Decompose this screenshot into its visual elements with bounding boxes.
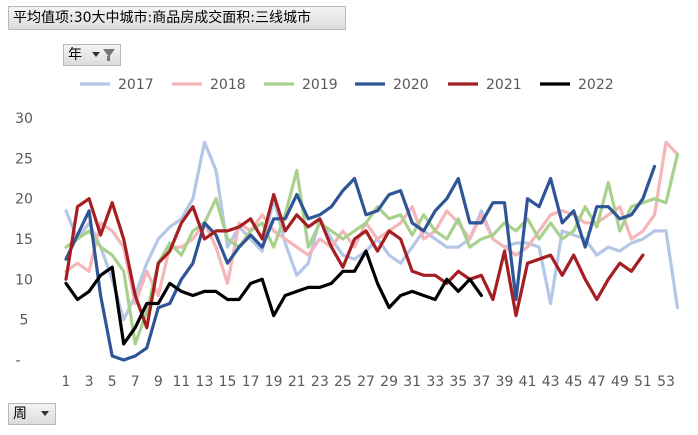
x-tick-label: 33 [426,374,444,390]
filter-funnel-stem [107,56,110,61]
filter-funnel-icon [103,49,115,57]
x-tick-label: 9 [154,374,163,390]
x-tick-label: 39 [496,374,514,390]
x-tick-label: 17 [242,374,260,390]
x-tick-label: 27 [357,374,375,390]
series-line-2017 [64,140,680,322]
x-tick-label: 13 [196,374,214,390]
legend-label: 2017 [118,77,154,93]
year-field-label: 年 [68,47,82,63]
x-tick-label: 3 [85,374,94,390]
x-tick-label: 15 [219,374,237,390]
x-tick-label: 23 [311,374,329,390]
y-tick-label: 5 [20,313,29,329]
x-tick-label: 37 [472,374,490,390]
series-line-2019 [64,152,680,346]
week-field-label: 周 [13,406,27,422]
dropdown-arrow-icon [41,411,49,416]
y-tick-label: 25 [15,151,33,167]
series-line-2021 [64,193,645,330]
x-tick-label: 49 [611,374,629,390]
legend-label: 2022 [578,77,614,93]
chart-title: 平均值项:30大中城市:商品房成交面积:三线城市 [8,6,346,30]
x-tick-label: 7 [131,374,140,390]
dropdown-arrow-icon [92,52,100,57]
x-tick-label: 21 [288,374,306,390]
x-tick-label: 43 [542,374,560,390]
week-field-filter-button[interactable]: 周 [8,403,56,425]
y-tick-label: 10 [15,272,33,288]
x-tick-label: 11 [172,374,190,390]
x-tick-label: 45 [565,374,583,390]
x-tick-label: 41 [519,374,537,390]
series-line-2022 [64,249,483,346]
x-tick-label: 19 [265,374,283,390]
x-tick-label: 51 [634,374,652,390]
x-tick-label: 1 [62,374,71,390]
x-tick-label: 35 [449,374,467,390]
x-tick-label: 5 [108,374,117,390]
x-tick-label: 53 [657,374,675,390]
x-tick-label: 29 [380,374,398,390]
x-tick-label: 47 [588,374,606,390]
y-tick-label: 20 [15,192,33,208]
y-tick-label: - [15,353,20,369]
y-tick-label: 15 [15,232,33,248]
legend-label: 2018 [210,77,246,93]
legend-label: 2021 [486,77,522,93]
x-tick-label: 31 [403,374,421,390]
x-tick-label: 25 [334,374,352,390]
series-line-2020 [64,164,657,362]
legend-label: 2020 [393,77,429,93]
year-field-filter-button[interactable]: 年 [63,44,121,66]
legend-label: 2019 [302,77,338,93]
y-tick-label: 30 [15,111,33,127]
